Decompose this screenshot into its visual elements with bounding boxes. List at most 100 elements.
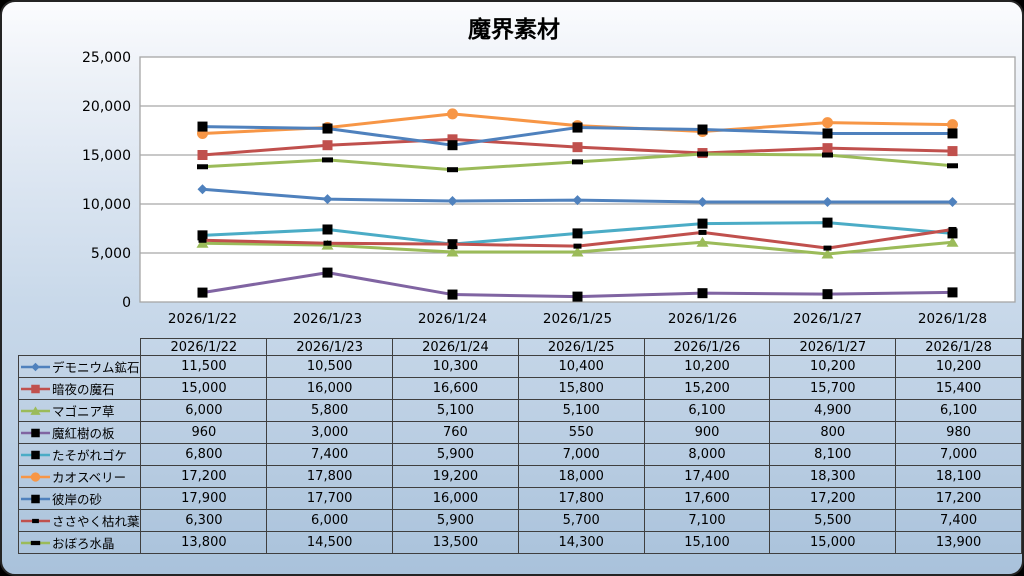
triangle-marker-icon [696,236,709,247]
table-cell: 10,200 [769,355,897,378]
triangle-marker-icon [821,248,834,259]
x-axis-tick-label: 2026/1/24 [418,311,487,327]
series-name: たそがれゴケ [52,448,128,463]
y-axis-tick-label: 25,000 [82,50,131,66]
table-cell: 5,900 [392,509,519,532]
table-cell: 5,800 [266,399,394,422]
circle-marker-icon [947,119,958,131]
table-cell: 13,500 [392,531,519,554]
table-cell: 6,300 [140,509,268,532]
y-axis-tick-label: 0 [122,295,131,311]
table-cell: 17,800 [266,465,394,488]
square-marker-icon [947,287,958,298]
diamond-marker-icon [31,362,40,371]
plot-area [139,56,1016,303]
square-marker-icon [822,217,833,228]
legend-key: たそがれゴケ [20,445,140,464]
legend-cell: たそがれゴケ [17,443,142,466]
table-cell: 3,000 [266,421,394,444]
table-cell: 6,000 [266,509,394,532]
dash-marker-icon [323,240,332,246]
table-cell: 980 [895,421,1022,444]
table-row: 魔紅樹の板 960 3,000 760 550 900 800 980 [17,421,1022,444]
y-axis-tick-label: 20,000 [82,99,131,115]
table-cell: 5,500 [769,509,897,532]
table-cell: 6,100 [895,399,1022,422]
series-name: 魔紅樹の板 [52,426,115,441]
table-cell: 10,400 [517,355,645,378]
circle-marker-icon [822,117,833,129]
diamond-marker-icon [322,194,333,205]
legend-key-icon [21,405,50,415]
table-cell: 900 [643,421,771,444]
square-marker-icon [197,121,208,132]
table-cell: 760 [392,421,519,444]
square-marker-icon [31,428,40,437]
legend-key-icon [21,471,50,482]
table-cell: 18,100 [895,465,1022,488]
legend-key: 彼岸の砂 [20,489,140,508]
table-cell: 19,200 [392,465,519,488]
x-axis-tick-label: 2026/1/28 [918,311,987,327]
y-axis-tick-label: 10,000 [82,197,131,213]
series-name: カオスベリー [52,470,127,485]
table-cell: 10,300 [392,355,519,378]
diamond-marker-icon [697,197,708,208]
dash-marker-icon [698,229,707,235]
diamond-marker-icon [197,184,208,195]
square-marker-icon [572,291,583,302]
diamond-marker-icon [447,196,458,207]
dash-marker-icon [948,226,957,232]
triangle-marker-icon [571,246,584,257]
table-cell: 7,000 [517,443,645,466]
legend-cell: おぼろ水晶 [17,531,142,554]
table-cell: 800 [769,421,897,444]
table-cell: 4,900 [769,399,897,422]
square-marker-icon [322,224,333,235]
square-marker-icon [572,142,583,153]
x-axis-tick-label: 2026/1/25 [543,311,612,327]
chart-title: 魔界素材 [468,17,560,43]
table-row: カオスベリー 17,200 17,800 19,200 18,000 17,400 18,3… [17,465,1022,488]
legend-cell: 暗夜の魔石 [17,377,142,400]
table-cell: 5,100 [517,399,645,422]
square-marker-icon [822,143,833,154]
square-marker-icon [447,140,458,151]
legend-cell: マゴニア草 [17,399,142,422]
square-marker-icon [31,450,40,459]
table-row: マゴニア草 6,000 5,800 5,100 5,100 6,100 4,900 6,100 [17,399,1022,422]
table-row: ささやく枯れ葉 6,300 6,000 5,900 5,700 7,100 5,500 7,4… [17,509,1022,532]
square-marker-icon [822,128,833,139]
table-row: 彼岸の砂 17,900 17,700 16,000 17,800 17,600 17,200… [17,487,1022,510]
table-cell: 15,400 [895,377,1022,400]
table-date-header: 2026/1/23 [266,338,394,356]
square-marker-icon [322,140,333,151]
table-cell: 7,000 [895,443,1022,466]
square-marker-icon [947,128,958,139]
table-cell: 17,600 [643,487,771,510]
table-cell: 10,200 [643,355,771,378]
legend-cell: ささやく枯れ葉 [17,509,142,532]
table-cell: 15,000 [769,531,897,554]
table-cell: 10,500 [266,355,394,378]
table-cell: 6,800 [140,443,268,466]
legend-cell: 魔紅樹の板 [17,421,142,444]
table-cell: 16,000 [392,487,519,510]
table-cell: 7,100 [643,509,771,532]
square-marker-icon [697,124,708,135]
square-marker-icon [31,384,40,393]
dash-marker-icon [447,167,458,173]
legend-key: マゴニア草 [20,401,140,420]
table-cell: 15,100 [643,531,771,554]
y-axis-tick-label: 15,000 [82,148,131,164]
square-marker-icon [197,287,208,298]
table-cell: 8,100 [769,443,897,466]
table-cell: 14,500 [266,531,394,554]
table-cell: 16,000 [266,377,394,400]
table-cell: 6,100 [643,399,771,422]
table-cell: 18,300 [769,465,897,488]
triangle-marker-icon [946,236,959,247]
square-marker-icon [31,494,40,503]
